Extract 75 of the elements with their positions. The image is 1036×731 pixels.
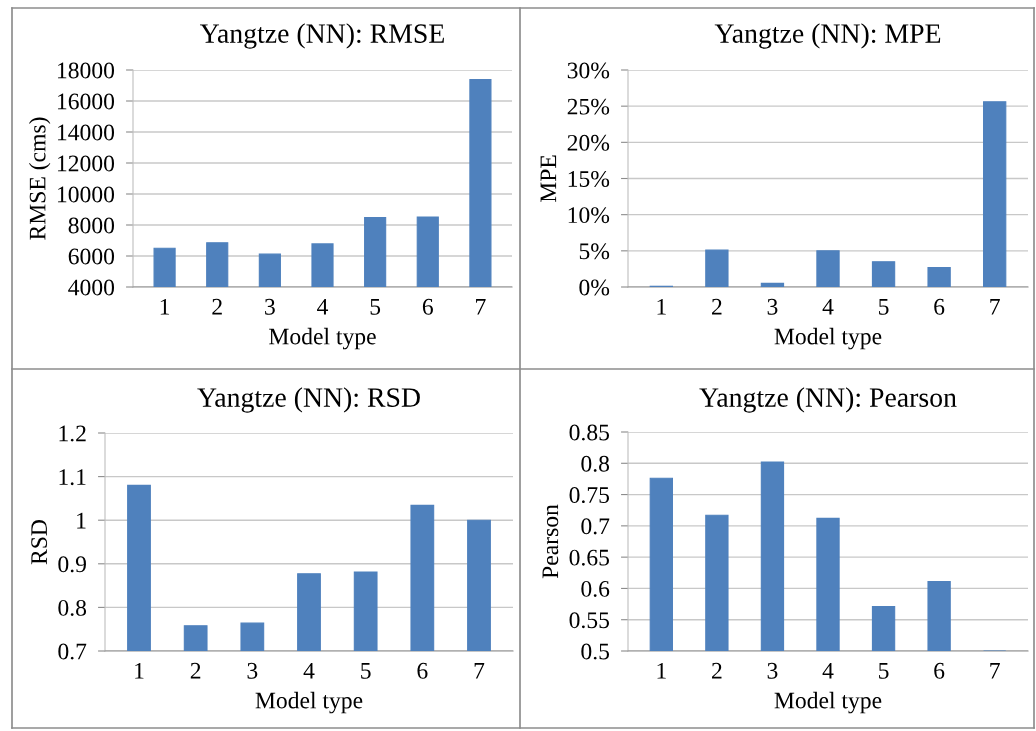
y-tick-label: 1.1: [59, 469, 86, 486]
y-tick-label: 0.9: [58, 556, 86, 573]
x-tick-label: 4: [822, 662, 834, 679]
x-tick-label: 4: [822, 298, 834, 315]
y-tick-label: 10000: [57, 186, 115, 203]
y-tick-label: 0.8: [581, 455, 610, 472]
bar: [705, 249, 729, 287]
x-tick-label: 6: [934, 662, 945, 679]
y-tick-label: 0.85: [569, 424, 610, 441]
y-tick-label: 15%: [568, 170, 610, 187]
x-tick-label: 1: [657, 298, 666, 315]
y-tick-label: 25%: [567, 98, 610, 115]
x-tick-label: 4: [303, 662, 315, 679]
y-axis-title: RSD: [31, 519, 48, 565]
x-tick-label: 6: [422, 298, 433, 315]
x-tick-label: 1: [657, 662, 666, 679]
x-tick-label: 7: [476, 299, 486, 315]
y-axis-title: RMSE (cms): [28, 117, 51, 240]
x-tick-label: 7: [990, 299, 1000, 315]
y-tick-label: 0.8: [58, 599, 87, 616]
y-tick-label: 10%: [568, 207, 610, 224]
x-tick-label: 5: [370, 299, 381, 315]
x-axis-title: Model type: [774, 327, 882, 350]
y-tick-label: 0.65: [569, 549, 610, 566]
bar: [927, 266, 951, 287]
x-tick-label: 2: [712, 662, 722, 679]
y-tick-label: 14000: [57, 124, 115, 141]
x-axis-title: Model type: [255, 691, 363, 714]
x-tick-label: 3: [767, 298, 778, 315]
y-tick-label: 6000: [68, 248, 115, 265]
y-tick-label: 30%: [567, 62, 610, 79]
x-axis-title: Model type: [269, 327, 376, 350]
x-tick-label: 6: [934, 298, 945, 315]
x-tick-label: 6: [417, 662, 428, 679]
bar: [760, 282, 785, 287]
y-tick-label: 12000: [57, 155, 115, 172]
chart-title: Yangtze (NN): MPE: [714, 23, 941, 49]
x-tick-label: 7: [474, 663, 485, 679]
y-tick-label: 0.55: [569, 612, 610, 629]
chart-title: Yangtze (NN): RSD: [197, 387, 420, 413]
x-tick-label: 7: [990, 663, 1000, 679]
y-axis-title: Pearson: [542, 504, 559, 579]
y-tick-label: 0%: [579, 279, 610, 296]
y-tick-label: 20%: [567, 134, 610, 151]
y-tick-label: 0.5: [581, 643, 610, 660]
chart-title: Yangtze (NN): Pearson: [699, 387, 957, 413]
bar: [871, 261, 896, 287]
x-tick-label: 1: [160, 298, 170, 315]
y-axis-title: MPE: [540, 155, 557, 203]
y-tick-label: 18000: [57, 62, 115, 79]
y-tick-label: 1.2: [59, 425, 86, 442]
x-tick-label: 2: [712, 298, 722, 315]
x-axis-title: Model type: [774, 691, 882, 714]
y-tick-label: 0.75: [569, 487, 610, 504]
y-tick-label: 8000: [68, 217, 115, 234]
y-tick-label: 4000: [68, 279, 115, 296]
x-tick-label: 2: [212, 298, 222, 315]
x-tick-label: 1: [135, 662, 144, 679]
x-tick-label: 5: [879, 299, 889, 315]
y-tick-label: 0.7: [581, 518, 610, 535]
y-tick-label: 1: [77, 512, 86, 529]
bar: [816, 250, 840, 287]
x-tick-label: 3: [247, 662, 258, 679]
x-tick-label: 3: [265, 298, 275, 315]
y-tick-label: 5%: [579, 243, 610, 260]
bar: [983, 101, 1007, 287]
y-tick-label: 16000: [57, 93, 115, 110]
y-tick-label: 0.6: [581, 580, 610, 597]
x-tick-label: 5: [879, 663, 889, 679]
x-tick-label: 4: [317, 298, 329, 315]
chart-title: Yangtze (NN): RMSE: [199, 23, 444, 49]
x-tick-label: 5: [361, 663, 371, 679]
y-tick-label: 0.7: [58, 643, 87, 660]
x-tick-label: 3: [767, 662, 778, 679]
x-tick-label: 2: [190, 662, 201, 679]
